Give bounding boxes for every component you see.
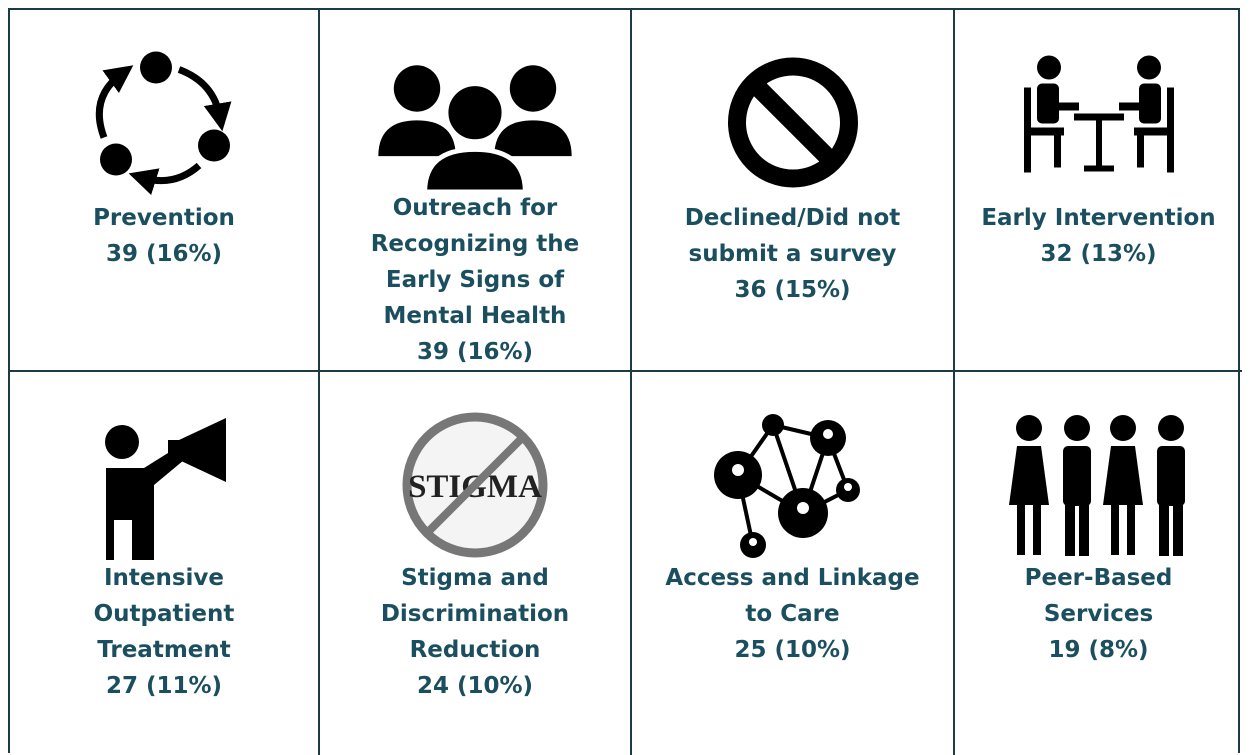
prevention-icon	[95, 51, 232, 196]
label-line: Stigma and	[401, 565, 549, 591]
label: Peer-Based Services 19 (8%)	[1025, 560, 1173, 668]
label-line: Prevention	[93, 205, 235, 231]
label-line: submit a survey	[688, 241, 897, 267]
label-line: Intensive	[103, 565, 225, 591]
label: Early Intervention 32 (13%)	[981, 200, 1215, 272]
cell: Intensive Outpatient Treatment 27 (11%)	[10, 372, 320, 755]
label-line: Treatment	[97, 637, 231, 663]
count: 36 (15%)	[734, 277, 851, 303]
label: Stigma and Discrimination Reduction 24 (10%…	[381, 560, 569, 704]
declined-icon	[727, 57, 858, 188]
cell: Prevention 39 (16%)	[10, 10, 320, 372]
count: 24 (10%)	[416, 673, 534, 699]
label-line: Services	[1043, 601, 1154, 627]
grid: Prevention 39 (16%) Outreach for Recognizi…	[8, 8, 1242, 755]
label: Prevention 39 (16%)	[93, 200, 235, 272]
count: 32 (13%)	[1040, 241, 1157, 267]
count: 39 (16%)	[105, 241, 223, 267]
count: 39 (16%)	[416, 339, 534, 365]
label: Declined/Did not submit a survey 36 (15%)	[685, 200, 901, 308]
label-line: Early Intervention	[981, 205, 1216, 231]
count: 19 (8%)	[1048, 637, 1149, 663]
cell: Peer-Based Services 19 (8%)	[955, 372, 1242, 755]
label: Access and Linkage to Care 25 (10%)	[665, 560, 919, 668]
outreach-icon	[378, 65, 572, 190]
cell: Early Intervention 32 (13%)	[955, 10, 1242, 372]
label-line: Declined/Did not	[684, 205, 901, 231]
label-line: Outpatient	[93, 601, 235, 627]
intervention-icon	[1023, 55, 1174, 173]
count: 25 (10%)	[734, 637, 851, 663]
label-line: Mental Health	[383, 303, 567, 329]
cell: Declined/Did not submit a survey 36 (15%)	[632, 10, 955, 372]
label: Intensive Outpatient Treatment 27 (11%)	[94, 560, 235, 704]
label-line: Access and Linkage	[665, 565, 920, 591]
label-line: Recognizing the	[370, 231, 580, 257]
stigma-icon: STIGMA	[402, 412, 548, 558]
label: Outreach for Recognizing the Early Signs o…	[371, 190, 580, 370]
label-line: Discrimination	[380, 601, 570, 627]
cell: STIGMA Stigma and Discrimination Reduction…	[320, 372, 632, 755]
count: 27 (11%)	[105, 673, 223, 699]
label-line: to Care	[745, 601, 840, 627]
megaphone-icon	[105, 418, 226, 560]
cell: Outreach for Recognizing the Early Signs o…	[320, 10, 632, 372]
cell: Access and Linkage to Care 25 (10%)	[632, 372, 955, 755]
label-line: Peer-Based	[1024, 565, 1173, 591]
label-line: Outreach for	[392, 195, 558, 221]
label-line: Reduction	[409, 637, 541, 663]
network-icon	[713, 414, 860, 558]
peer-icon	[1008, 415, 1185, 556]
label-line: Early Signs of	[385, 267, 565, 293]
